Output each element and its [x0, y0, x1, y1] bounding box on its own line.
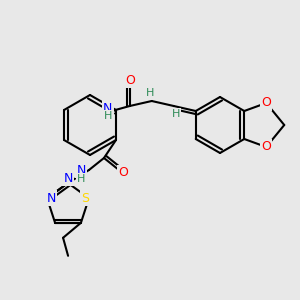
Text: N: N	[46, 192, 56, 205]
Text: O: O	[261, 97, 271, 110]
Text: O: O	[118, 167, 128, 179]
Text: H: H	[77, 174, 85, 184]
Text: O: O	[125, 74, 135, 86]
Text: N: N	[103, 101, 112, 115]
Text: O: O	[261, 140, 271, 154]
Text: H: H	[146, 88, 154, 98]
Text: N: N	[76, 164, 86, 176]
Text: H: H	[103, 111, 112, 121]
Text: S: S	[81, 192, 89, 205]
Text: N: N	[63, 172, 73, 184]
Text: H: H	[172, 109, 180, 119]
